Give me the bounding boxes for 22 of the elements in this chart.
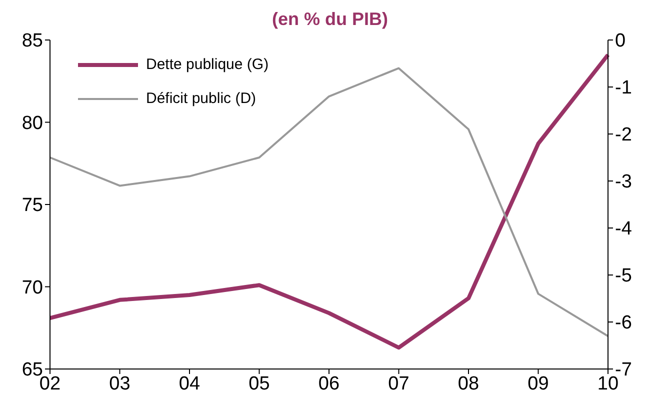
y-tick-label: 80: [22, 112, 43, 134]
legend-label: Dette publique (G): [146, 55, 269, 75]
x-tick-label: 09: [528, 373, 549, 394]
y2-tick-label: -6: [615, 312, 632, 334]
x-tick-label: 07: [388, 373, 410, 394]
y2-tick-label: -3: [615, 172, 632, 193]
x-tick-label: 05: [248, 373, 270, 394]
y-tick-label: 85: [22, 30, 43, 52]
x-tick-label: 03: [109, 373, 130, 394]
y-tick-label: 75: [22, 195, 43, 216]
chart-title: (en % du PIB): [271, 8, 389, 30]
x-tick-label: 08: [458, 373, 480, 394]
x-tick-label: 10: [597, 373, 619, 394]
y2-tick-label: 0: [615, 30, 626, 52]
y2-tick-label: -5: [615, 266, 632, 287]
y2-tick-label: -1: [615, 78, 632, 99]
y-tick-label: 70: [22, 277, 43, 298]
y2-tick-label: -2: [615, 124, 632, 146]
legend-label: Déficit public (D): [146, 89, 256, 109]
x-tick-label: 04: [178, 373, 200, 394]
y2-tick-label: -4: [615, 218, 632, 240]
x-tick-label: 06: [318, 373, 340, 394]
